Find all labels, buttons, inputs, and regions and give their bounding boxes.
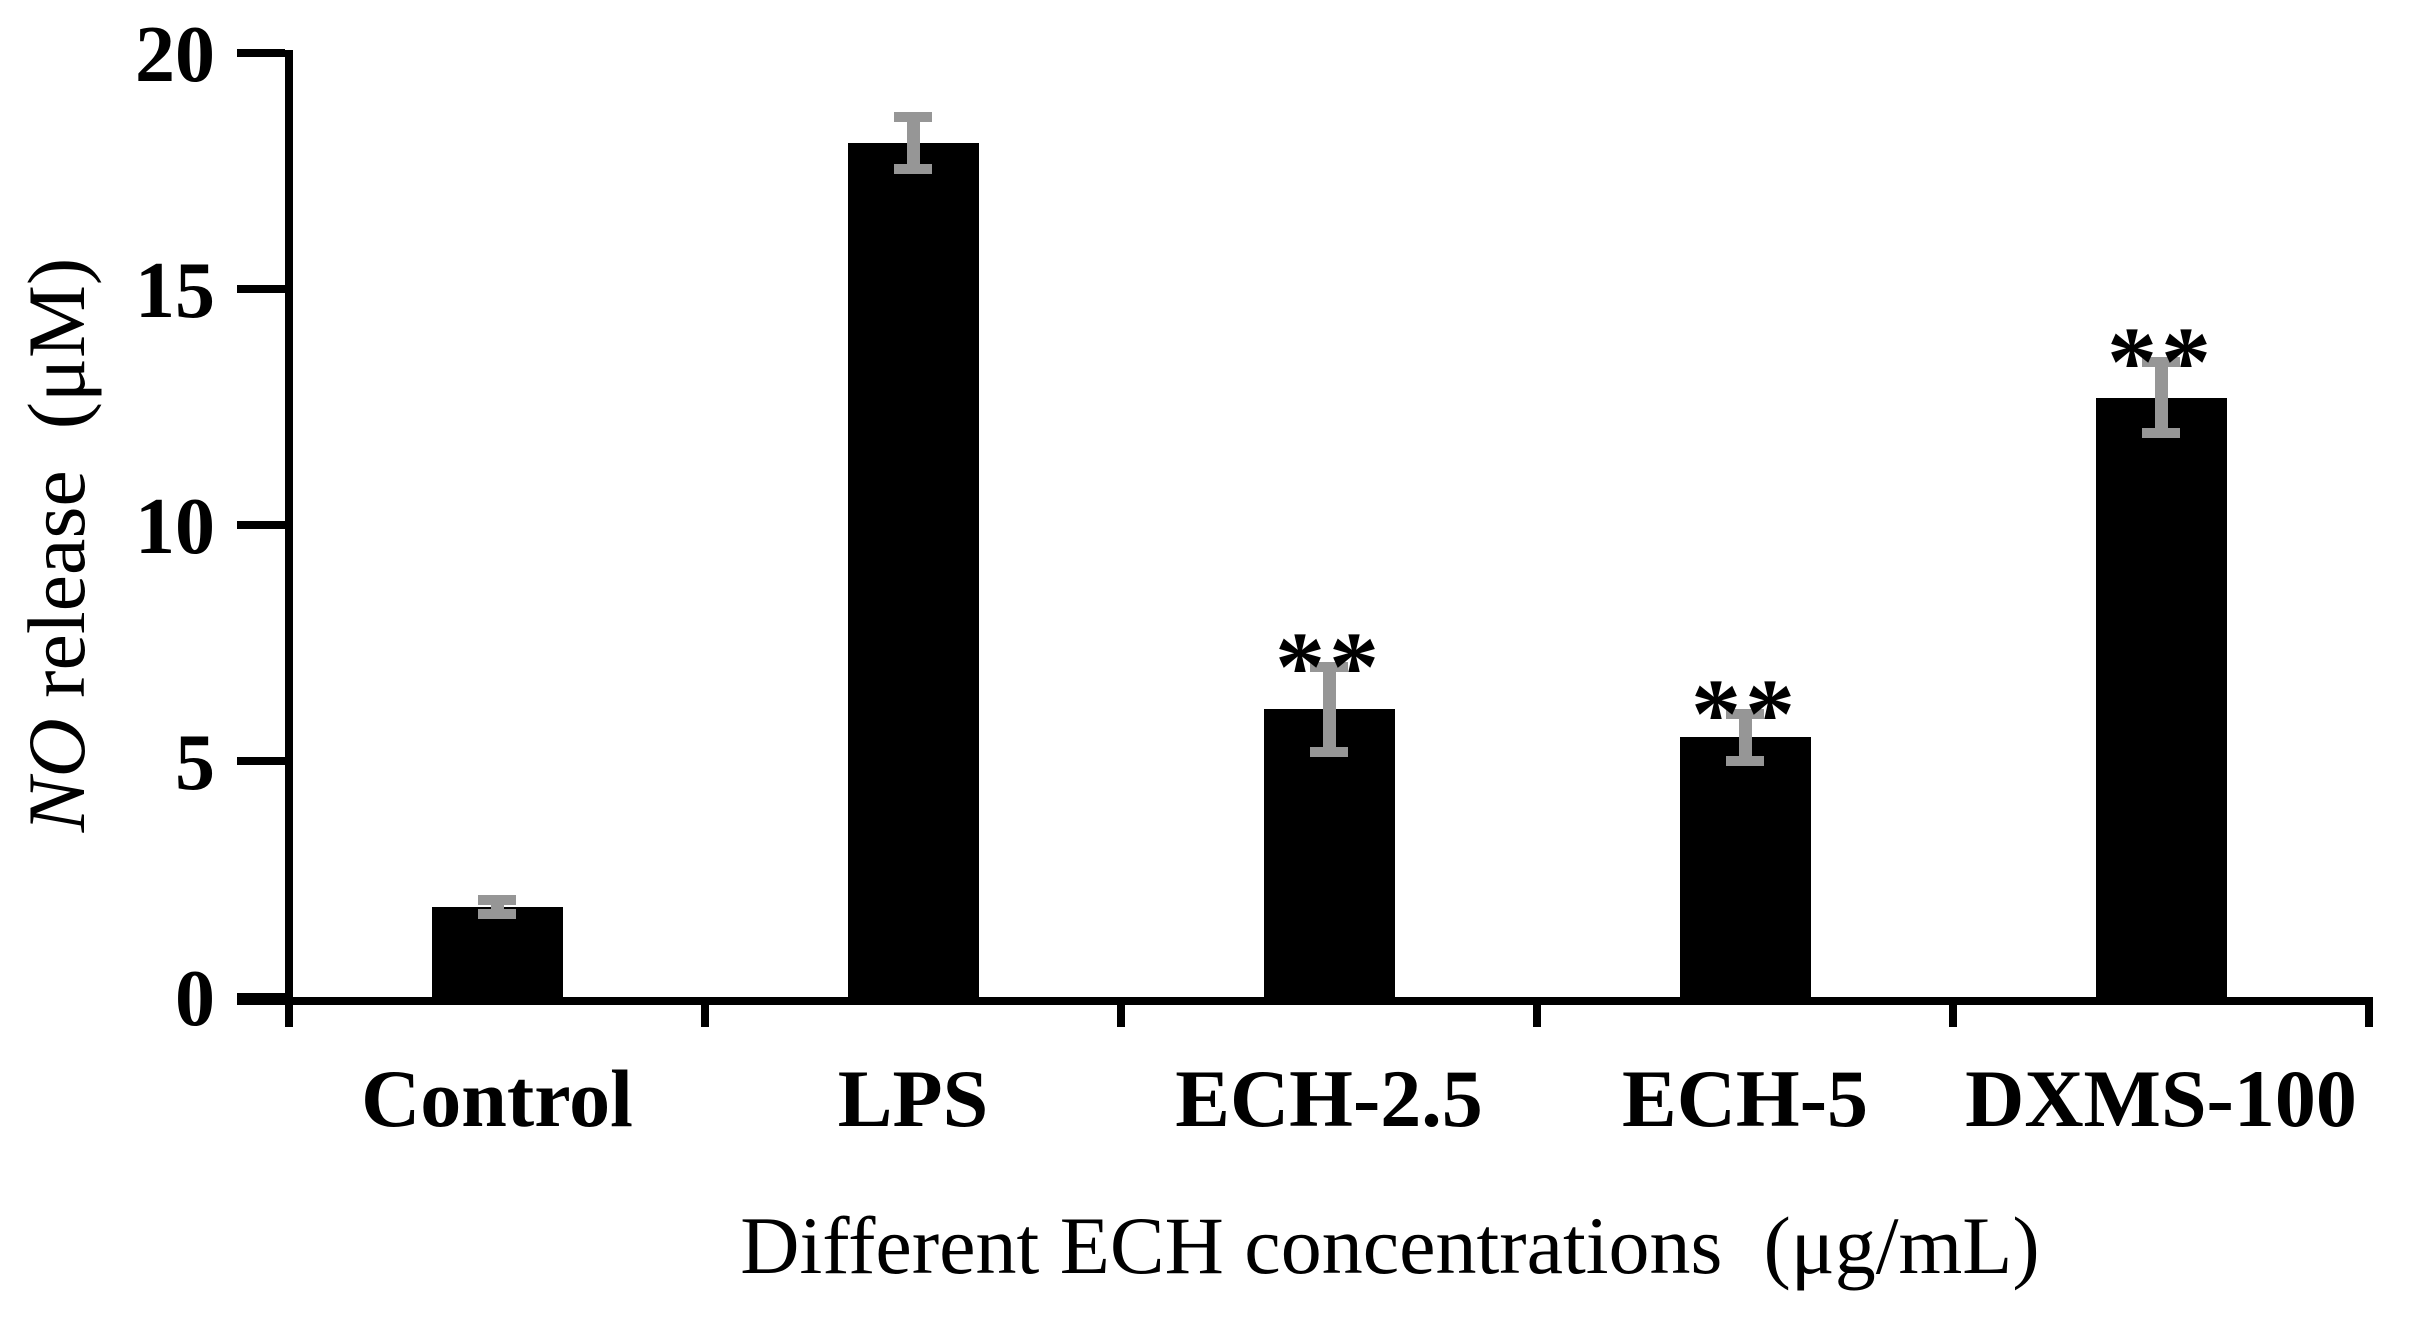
significance-marker: ** bbox=[1691, 657, 1799, 769]
bar-dxms-100 bbox=[2095, 397, 2227, 997]
error-bar-stem bbox=[1322, 666, 1336, 752]
bar-lps bbox=[847, 142, 979, 997]
x-tick-mark bbox=[701, 997, 709, 1027]
error-bar-stem bbox=[1738, 713, 1752, 761]
error-bar-stem bbox=[2154, 362, 2168, 433]
category-label-ech-2.5: ECH-2.5 bbox=[1175, 1053, 1483, 1144]
error-bar-cap-top bbox=[2142, 357, 2180, 368]
y-tick-label: 0 bbox=[175, 955, 215, 1043]
y-tick-label: 20 bbox=[135, 11, 215, 99]
significance-marker: ** bbox=[2107, 306, 2215, 418]
error-bar-cap-bottom bbox=[1310, 746, 1348, 757]
y-tick-mark bbox=[237, 285, 285, 293]
y-axis-line bbox=[285, 50, 293, 1004]
y-tick-label: 15 bbox=[135, 247, 215, 335]
category-label-ech-5: ECH-5 bbox=[1622, 1053, 1868, 1144]
error-bar-cap-top bbox=[894, 111, 932, 122]
y-tick-mark bbox=[237, 49, 285, 57]
error-bar-cap-top bbox=[478, 895, 516, 906]
x-axis-title: Different ECH concentrations (μg/mL) bbox=[740, 1200, 2040, 1291]
y-tick-mark bbox=[237, 993, 285, 1001]
error-bar-stem bbox=[906, 116, 920, 169]
error-bar-cap-top bbox=[1726, 708, 1764, 719]
category-label-dxms-100: DXMS-100 bbox=[1965, 1053, 2357, 1144]
error-bar-cap-bottom bbox=[2142, 427, 2180, 438]
x-tick-mark bbox=[1949, 997, 1957, 1027]
category-label-control: Control bbox=[361, 1053, 633, 1144]
x-axis-line bbox=[237, 997, 2373, 1005]
x-tick-mark bbox=[2365, 997, 2373, 1027]
error-bar-cap-bottom bbox=[478, 909, 516, 920]
bar-ech-5 bbox=[1679, 737, 1811, 997]
y-tick-mark bbox=[237, 521, 285, 529]
bar-ech-2.5 bbox=[1263, 709, 1395, 997]
x-tick-mark bbox=[1533, 997, 1541, 1027]
category-label-lps: LPS bbox=[837, 1053, 989, 1144]
error-bar-cap-bottom bbox=[894, 163, 932, 174]
x-tick-mark bbox=[1117, 997, 1125, 1027]
y-tick-label: 5 bbox=[175, 719, 215, 807]
y-tick-label: 10 bbox=[135, 483, 215, 571]
x-tick-mark bbox=[285, 997, 293, 1027]
significance-marker: ** bbox=[1275, 610, 1383, 722]
error-bar-cap-top bbox=[1310, 661, 1348, 672]
bar-control bbox=[431, 907, 563, 997]
error-bar-cap-bottom bbox=[1726, 756, 1764, 766]
y-tick-mark bbox=[237, 757, 285, 765]
